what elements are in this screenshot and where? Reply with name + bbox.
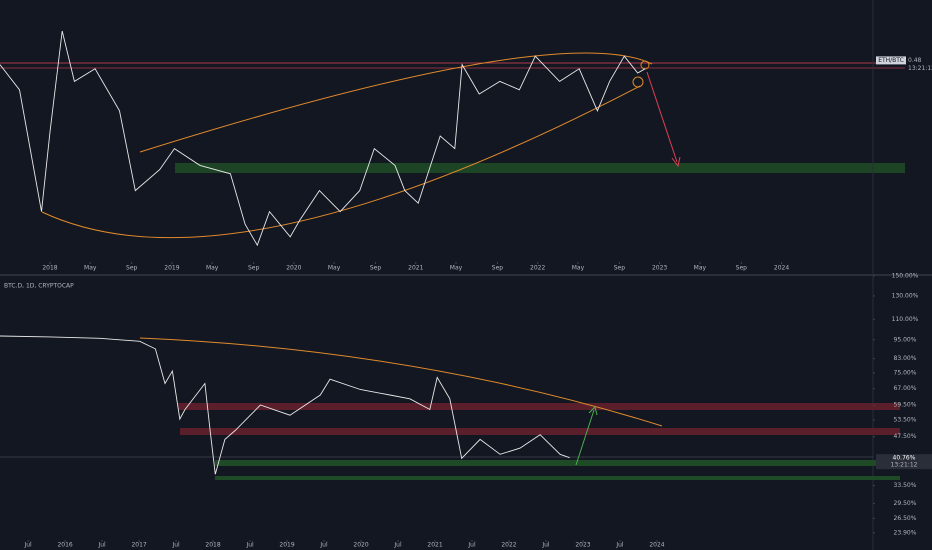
upper-curve [139, 52, 653, 153]
arrow [575, 409, 595, 466]
x-tick-label: Sep [614, 265, 626, 272]
y-tick-label: 47.50% [894, 433, 917, 440]
symbol-box [876, 56, 906, 65]
x-tick-label: Sep [492, 265, 504, 272]
pane-title: BTC.D, 1D, CRYPTOCAP [4, 283, 74, 290]
x-tick-label: Sep [736, 265, 748, 272]
x-tick-label: Sep [370, 265, 382, 272]
arrow [646, 71, 678, 163]
x-tick-label: 2018 [205, 542, 220, 549]
timer: 13:21:12 [891, 462, 918, 469]
price-line [0, 335, 570, 475]
support-zone [215, 460, 900, 466]
x-tick-label: 2021 [408, 265, 423, 272]
x-tick-label: Sep [126, 265, 138, 272]
y-tick-label: 26.50% [894, 515, 917, 522]
y-tick-label: 110.00% [892, 316, 919, 323]
price-line [0, 30, 646, 247]
x-tick-label: 2020 [286, 265, 301, 272]
y-tick-label: 150.00% [892, 272, 919, 279]
lower-curve [41, 85, 641, 239]
y-tick-label: 67.00% [894, 385, 917, 392]
x-tick-label: May [206, 265, 219, 272]
x-tick-label: 2023 [575, 542, 590, 549]
x-tick-label: 2018 [42, 265, 57, 272]
x-tick-label: Jul [541, 542, 550, 549]
x-tick-label: 2019 [279, 542, 294, 549]
marker [632, 76, 644, 88]
resistance-zone [180, 428, 900, 435]
y-tick-label: 75.00% [894, 369, 917, 376]
last-value: 40.76% [893, 455, 916, 462]
x-tick-label: Jul [393, 542, 402, 549]
y-tick-label: 33.50% [894, 482, 917, 489]
x-tick-label: Jul [23, 542, 32, 549]
x-tick-label: 2019 [164, 265, 179, 272]
symbol-label: ETH/BTC [878, 57, 904, 64]
x-tick-label: Jul [245, 542, 254, 549]
y-tick-label: 83.00% [894, 355, 917, 362]
x-tick-label: May [694, 265, 707, 272]
x-tick-label: Jul [615, 542, 624, 549]
y-tick-label: 53.50% [894, 417, 917, 424]
resistance-zone [178, 403, 900, 410]
x-tick-label: 2022 [530, 265, 545, 272]
trend-curve [139, 337, 663, 427]
x-tick-label: May [84, 265, 97, 272]
x-tick-label: 2022 [501, 542, 516, 549]
x-tick-label: 2024 [649, 542, 664, 549]
y-tick-label: 23.90% [894, 529, 917, 536]
y-tick-label: 29.50% [894, 500, 917, 507]
support-zone [215, 476, 900, 480]
x-tick-label: Jul [171, 542, 180, 549]
x-tick-label: 2016 [57, 542, 72, 549]
arrow-head [671, 156, 681, 168]
x-tick-label: 2024 [774, 265, 789, 272]
last-value: 0.48 [908, 57, 922, 64]
y-tick-label: 95.00% [894, 336, 917, 343]
x-tick-label: May [572, 265, 585, 272]
x-tick-label: 2020 [353, 542, 368, 549]
y-tick-label: 59.50% [894, 402, 917, 409]
x-tick-label: 2017 [131, 542, 146, 549]
support-zone [175, 163, 905, 173]
x-tick-label: May [328, 265, 341, 272]
last-box [876, 454, 932, 470]
timer: 13:21:12 [908, 65, 932, 72]
x-tick-label: Jul [97, 542, 106, 549]
x-tick-label: Sep [248, 265, 260, 272]
x-tick-label: Jul [319, 542, 328, 549]
x-tick-label: Jul [467, 542, 476, 549]
x-tick-label: 2021 [427, 542, 442, 549]
y-tick-label: 130.00% [892, 292, 919, 299]
x-tick-label: 2023 [652, 265, 667, 272]
arrow-head [588, 406, 598, 416]
x-tick-label: May [450, 265, 463, 272]
